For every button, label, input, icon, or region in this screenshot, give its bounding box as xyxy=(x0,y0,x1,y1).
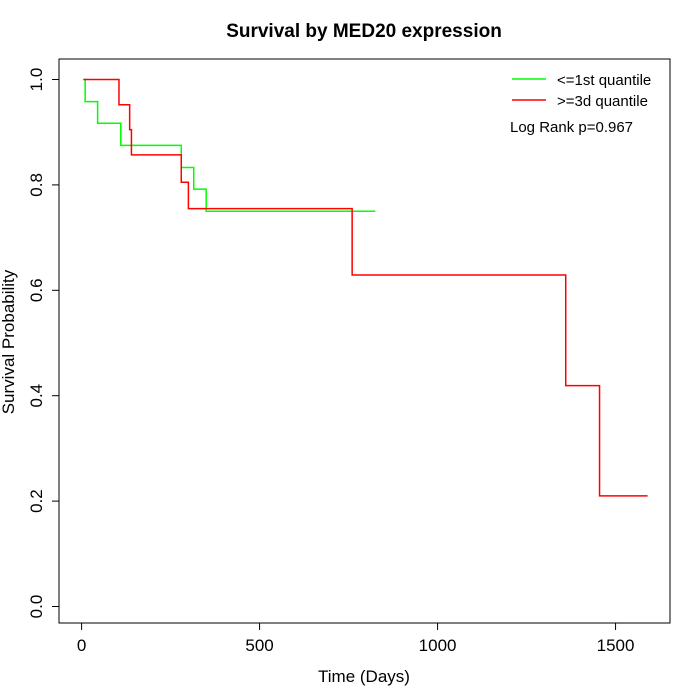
y-tick-label: 0.6 xyxy=(27,278,46,302)
chart-title: Survival by MED20 expression xyxy=(226,21,502,42)
km-curve-high-expression xyxy=(83,78,648,497)
y-axis: 0.0 0.2 0.4 0.6 0.8 1.0 xyxy=(27,68,60,619)
x-tick-label: 1500 xyxy=(597,636,635,655)
x-tick-label: 500 xyxy=(245,636,273,655)
y-axis-label: Survival Probability xyxy=(0,269,18,414)
legend-label-high: >=3d quantile xyxy=(557,93,648,110)
km-curve-low-expression xyxy=(83,78,376,212)
y-tick-label: 0.8 xyxy=(27,173,46,197)
plot-frame xyxy=(58,58,671,624)
y-tick-label: 0.4 xyxy=(27,384,46,408)
legend-label-low: <=1st quantile xyxy=(557,72,651,89)
y-tick-label: 0.2 xyxy=(27,489,46,513)
x-axis-label: Time (Days) xyxy=(318,667,410,686)
y-tick-label: 0.0 xyxy=(27,595,46,619)
log-rank-annotation: Log Rank p=0.967 xyxy=(510,119,633,136)
x-tick-label: 0 xyxy=(77,636,86,655)
series-layer xyxy=(83,78,648,497)
y-tick-label: 1.0 xyxy=(27,68,46,92)
x-tick-label: 1000 xyxy=(419,636,457,655)
legend: <=1st quantile >=3d quantile xyxy=(512,72,651,110)
x-axis: 0 500 1000 1500 xyxy=(77,622,635,655)
